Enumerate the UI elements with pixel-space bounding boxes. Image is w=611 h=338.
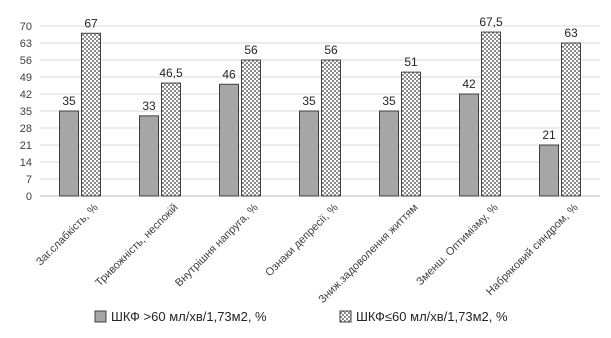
- bar-series-2: [321, 59, 341, 197]
- y-tick-label: 7: [26, 174, 32, 186]
- data-label: 67: [84, 16, 98, 30]
- category-label: Зменш. Оптимізму, %: [414, 201, 500, 287]
- bar-series-1: [59, 110, 79, 197]
- data-label: 67,5: [479, 15, 503, 29]
- bar-series-1: [459, 93, 479, 197]
- category-label: Тривожність, неспокій: [93, 202, 180, 289]
- y-tick-label: 28: [20, 123, 32, 135]
- y-tick-label: 35: [20, 106, 32, 118]
- bar-series-1: [139, 115, 159, 197]
- y-tick-label: 56: [20, 55, 32, 67]
- bar-series-2: [241, 59, 261, 197]
- data-label: 46: [222, 67, 236, 81]
- bar-series-2: [481, 31, 501, 197]
- data-label: 35: [62, 94, 76, 108]
- y-tick-label: 42: [20, 89, 32, 101]
- data-label: 63: [564, 26, 578, 40]
- bar-series-2: [81, 32, 101, 197]
- legend-swatch-1: [94, 310, 107, 323]
- bar-series-1: [299, 110, 319, 197]
- bar-series-2: [401, 71, 421, 197]
- y-tick-label: 14: [20, 157, 32, 169]
- bar-series-2: [161, 82, 181, 197]
- y-tick-label: 21: [20, 140, 32, 152]
- legend-label-1: ШКФ >60 мл/хв/1,73м2, %: [111, 309, 267, 324]
- data-label: 33: [142, 99, 156, 113]
- data-label: 46,5: [159, 66, 183, 80]
- category-label: Заг.слабкість, %: [34, 201, 101, 268]
- y-tick-label: 49: [20, 72, 32, 84]
- category-label: Ознаки депресії, %: [263, 201, 341, 279]
- data-label: 56: [324, 43, 338, 57]
- data-label: 35: [382, 94, 396, 108]
- data-label: 56: [244, 43, 258, 57]
- bar-series-1: [539, 144, 559, 197]
- y-tick-label: 70: [20, 21, 32, 33]
- data-label: 51: [404, 55, 418, 69]
- y-tick-label: 63: [20, 38, 32, 50]
- data-label: 42: [462, 77, 476, 91]
- bar-series-1: [219, 83, 239, 197]
- legend-label-2: ШКФ≤60 мл/хв/1,73м2, %: [356, 309, 508, 324]
- legend-swatch-2: [339, 310, 352, 323]
- bar-series-1: [379, 110, 399, 197]
- data-label: 35: [302, 94, 316, 108]
- data-label: 21: [542, 128, 556, 142]
- bar-series-2: [561, 42, 581, 197]
- category-label: Набряковий синдром, %: [484, 201, 581, 298]
- category-label: Внутрішня напруга, %: [173, 201, 261, 289]
- y-tick-label: 0: [26, 191, 32, 203]
